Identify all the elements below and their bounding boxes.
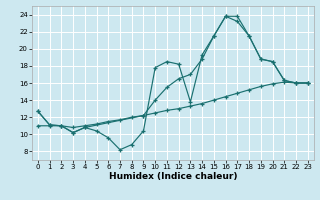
X-axis label: Humidex (Indice chaleur): Humidex (Indice chaleur) bbox=[108, 172, 237, 181]
